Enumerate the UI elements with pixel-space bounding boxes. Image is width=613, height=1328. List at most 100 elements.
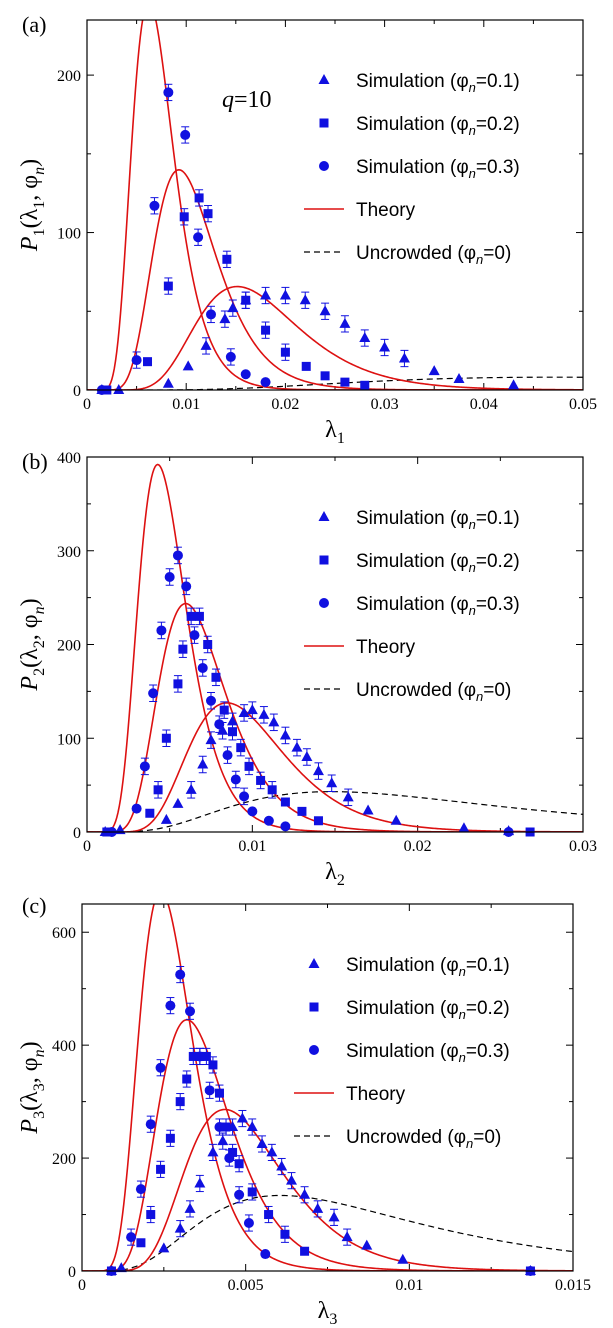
data-point bbox=[256, 775, 266, 785]
data-point bbox=[208, 1060, 218, 1070]
data-point bbox=[143, 357, 153, 367]
data-point bbox=[188, 1051, 198, 1061]
data-point bbox=[131, 355, 142, 366]
data-point bbox=[179, 212, 189, 222]
data-point bbox=[246, 1121, 258, 1132]
data-point bbox=[178, 644, 188, 654]
data-point bbox=[247, 1187, 257, 1197]
x-tick-label: 0 bbox=[78, 1277, 86, 1294]
data-point bbox=[359, 332, 371, 343]
data-point bbox=[180, 129, 191, 140]
data-point bbox=[312, 765, 324, 776]
data-point bbox=[161, 733, 171, 743]
x-tick-label: 0.01 bbox=[238, 838, 266, 855]
data-point bbox=[241, 295, 251, 305]
theory-curve-1 bbox=[82, 904, 573, 1271]
data-point bbox=[267, 785, 277, 795]
x-tick-label: 0.03 bbox=[371, 396, 399, 413]
data-point bbox=[247, 806, 258, 817]
data-point bbox=[193, 232, 204, 243]
data-point bbox=[280, 1229, 290, 1239]
panel-label: (b) bbox=[22, 449, 48, 474]
data-point bbox=[148, 688, 159, 699]
data-point bbox=[189, 630, 200, 641]
data-point bbox=[326, 777, 338, 788]
y-tick-label: 0 bbox=[73, 383, 81, 400]
data-point bbox=[268, 716, 280, 727]
y-tick-label: 400 bbox=[57, 450, 81, 467]
y-tick-label: 400 bbox=[52, 1038, 76, 1055]
data-point bbox=[340, 377, 350, 387]
data-point bbox=[227, 302, 239, 313]
panel-a: (a) 0 0.01 0.02 0.03 0.04 0.05 0 100 200 q=10 Simul… bbox=[17, 12, 597, 447]
legend-label: Theory bbox=[356, 200, 416, 221]
annotation: q=10 bbox=[222, 87, 272, 113]
y-axis-label: P1(λ1, φn) bbox=[17, 159, 48, 252]
data-point bbox=[276, 1160, 288, 1171]
y-tick-label: 200 bbox=[57, 638, 81, 655]
legend-swatch-square bbox=[319, 555, 329, 565]
data-point bbox=[227, 727, 237, 737]
data-point bbox=[207, 1146, 219, 1157]
data-point bbox=[173, 679, 183, 689]
x-tick-label: 0.02 bbox=[271, 396, 299, 413]
data-point bbox=[158, 1242, 170, 1253]
data-point bbox=[339, 317, 351, 328]
data-point bbox=[238, 706, 250, 717]
legend-label: Simulation (φn=0.3) bbox=[356, 157, 520, 181]
data-point bbox=[244, 761, 254, 771]
legend: Simulation (φn=0.1) Simulation (φn=0.2) Si… bbox=[294, 955, 510, 1151]
data-point bbox=[258, 708, 270, 719]
data-point bbox=[320, 371, 330, 381]
data-point bbox=[197, 662, 208, 673]
data-point bbox=[201, 1051, 211, 1061]
y-tick-label: 0 bbox=[68, 1264, 76, 1281]
data-point bbox=[264, 1210, 274, 1220]
data-point bbox=[301, 361, 311, 371]
uncrowded-curve bbox=[82, 1194, 573, 1271]
data-point bbox=[280, 347, 290, 357]
data-point bbox=[162, 377, 174, 388]
data-point bbox=[261, 325, 271, 335]
data-point bbox=[361, 1239, 373, 1250]
x-tick-label: 0.01 bbox=[172, 396, 200, 413]
data-point bbox=[217, 1135, 229, 1146]
data-point bbox=[155, 1062, 166, 1073]
data-point bbox=[508, 379, 520, 390]
data-point bbox=[164, 572, 175, 582]
data-point bbox=[165, 1000, 176, 1011]
data-point bbox=[175, 969, 186, 980]
data-point bbox=[149, 200, 160, 211]
data-point bbox=[279, 729, 291, 740]
data-point bbox=[160, 813, 172, 824]
curves bbox=[87, 20, 583, 390]
legend-swatch-square bbox=[319, 118, 329, 128]
data-point bbox=[174, 1222, 186, 1233]
y-tick-label: 0 bbox=[73, 825, 81, 842]
data-point bbox=[181, 581, 192, 592]
data-point bbox=[301, 751, 313, 761]
data-point bbox=[300, 1246, 310, 1256]
series-square bbox=[102, 189, 370, 395]
theory-curve-3 bbox=[87, 285, 583, 390]
x-axis-label: λ2 bbox=[325, 859, 345, 889]
x-tick-label: 0 bbox=[83, 396, 91, 413]
y-tick-label: 100 bbox=[57, 226, 81, 243]
data-point bbox=[184, 1202, 196, 1213]
data-point bbox=[222, 254, 232, 264]
data-point bbox=[360, 380, 370, 390]
data-point bbox=[246, 704, 258, 715]
panel-label: (c) bbox=[22, 893, 46, 918]
data-point bbox=[113, 384, 125, 394]
x-tick-label: 0.03 bbox=[569, 838, 597, 855]
panel-b: (b) 0 0.01 0.02 0.03 0 100 200 300 400 Simulation … bbox=[17, 449, 597, 889]
data-point bbox=[236, 743, 246, 753]
data-point bbox=[342, 791, 354, 802]
y-tick-label: 300 bbox=[57, 544, 81, 561]
data-point bbox=[115, 1262, 127, 1273]
series-square bbox=[102, 607, 535, 837]
data-point bbox=[225, 351, 236, 362]
data-point bbox=[194, 1177, 206, 1188]
data-point bbox=[234, 1159, 244, 1169]
